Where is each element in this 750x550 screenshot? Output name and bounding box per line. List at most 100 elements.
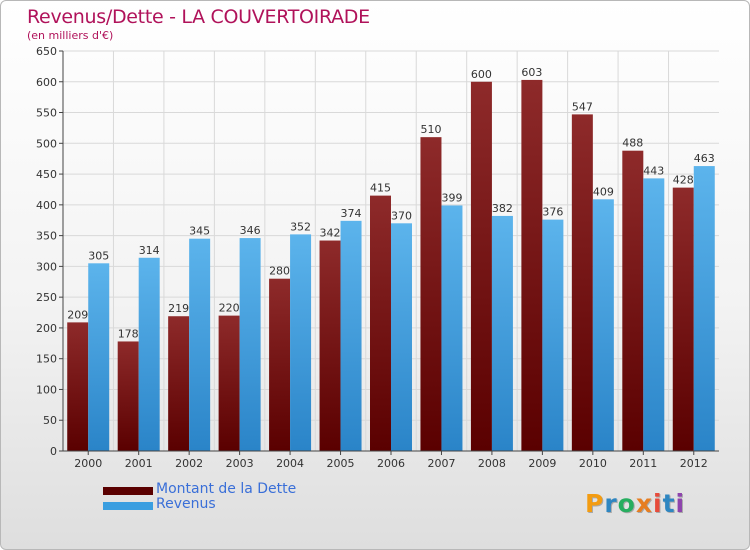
x-tick-label: 2008 bbox=[478, 457, 506, 470]
data-label-dette: 219 bbox=[168, 302, 189, 315]
y-tick-label: 500 bbox=[36, 137, 57, 150]
logo-letter: r bbox=[604, 489, 618, 518]
data-label-revenus: 346 bbox=[240, 224, 261, 237]
logo-letter: i bbox=[675, 489, 686, 518]
bar-revenus bbox=[542, 219, 564, 451]
logo-letter: t bbox=[662, 489, 676, 518]
bars bbox=[67, 79, 715, 452]
y-tick-label: 150 bbox=[36, 353, 57, 366]
y-tick-label: 350 bbox=[36, 230, 57, 243]
data-label-dette: 280 bbox=[269, 265, 290, 278]
bar-dette bbox=[269, 278, 291, 451]
x-tick-label: 2005 bbox=[327, 457, 355, 470]
y-tick-label: 300 bbox=[36, 260, 57, 273]
y-tick-label: 550 bbox=[36, 107, 57, 120]
y-tick-label: 650 bbox=[36, 45, 57, 58]
data-label-revenus: 374 bbox=[341, 207, 362, 220]
bar-dette bbox=[168, 316, 190, 451]
legend-swatch-revenus bbox=[103, 502, 153, 510]
axes bbox=[62, 51, 719, 452]
bar-dette bbox=[370, 195, 391, 451]
logo-letter: o bbox=[617, 489, 636, 518]
data-label-revenus: 370 bbox=[391, 209, 412, 222]
data-label-revenus: 443 bbox=[643, 164, 664, 177]
x-tick-label: 2006 bbox=[377, 457, 405, 470]
legend-label-dette: Montant de la Dette bbox=[156, 481, 297, 497]
x-tick-label: 2012 bbox=[680, 457, 708, 470]
bar-dette bbox=[470, 81, 492, 452]
data-label-revenus: 305 bbox=[88, 249, 109, 262]
data-label-dette: 600 bbox=[471, 68, 492, 81]
chart-subtitle: (en milliers d'€) bbox=[27, 29, 114, 42]
y-tick-label: 250 bbox=[36, 291, 57, 304]
bar-revenus bbox=[441, 205, 463, 451]
legend-swatch-dette bbox=[103, 487, 153, 495]
bar-dette bbox=[571, 114, 593, 451]
bar-revenus bbox=[592, 199, 614, 451]
y-tick-label: 0 bbox=[50, 445, 57, 458]
x-tick-label: 2004 bbox=[276, 457, 304, 470]
logo-letter: P bbox=[585, 489, 605, 518]
x-tick-label: 2010 bbox=[579, 457, 607, 470]
bar-dette bbox=[672, 187, 694, 451]
data-label-revenus: 376 bbox=[542, 206, 563, 219]
data-label-revenus: 345 bbox=[189, 225, 210, 238]
y-tick-label: 450 bbox=[36, 168, 57, 181]
bar-revenus bbox=[138, 257, 160, 451]
data-label-dette: 342 bbox=[320, 227, 341, 240]
bar-revenus bbox=[391, 223, 412, 451]
data-label-dette: 547 bbox=[572, 100, 593, 113]
y-tick-label: 50 bbox=[43, 414, 57, 427]
bar-dette bbox=[319, 240, 341, 451]
data-label-dette: 220 bbox=[219, 302, 240, 315]
x-axis-ticks: 2000 2001 2002 2003 2004 2005 2006 2007 2008 2009… bbox=[74, 451, 708, 470]
data-label-dette: 209 bbox=[67, 308, 88, 321]
bar-dette bbox=[420, 137, 442, 451]
data-label-revenus: 382 bbox=[492, 202, 513, 215]
data-label-revenus: 352 bbox=[290, 220, 311, 233]
bar-revenus bbox=[88, 263, 110, 451]
data-label-dette: 488 bbox=[622, 137, 643, 150]
logo-letter: x bbox=[635, 489, 653, 518]
data-label-dette: 178 bbox=[118, 327, 139, 340]
x-tick-label: 2007 bbox=[427, 457, 455, 470]
bar-dette bbox=[521, 79, 543, 451]
chart-title: Revenus/Dette - LA COUVERTOIRADE bbox=[27, 6, 370, 28]
y-tick-label: 600 bbox=[36, 76, 57, 89]
data-label-dette: 603 bbox=[521, 66, 542, 79]
x-tick-label: 2009 bbox=[528, 457, 556, 470]
x-tick-label: 2000 bbox=[74, 457, 102, 470]
bar-revenus bbox=[239, 238, 261, 451]
bar-revenus bbox=[491, 215, 513, 451]
x-tick-label: 2001 bbox=[125, 457, 153, 470]
y-tick-label: 100 bbox=[36, 383, 57, 396]
bar-dette bbox=[622, 150, 644, 451]
x-tick-label: 2011 bbox=[629, 457, 657, 470]
data-label-dette: 510 bbox=[420, 123, 441, 136]
x-tick-label: 2003 bbox=[226, 457, 254, 470]
y-tick-label: 400 bbox=[36, 199, 57, 212]
bar-dette bbox=[117, 341, 139, 451]
y-tick-label: 200 bbox=[36, 322, 57, 335]
data-label-dette: 428 bbox=[673, 174, 694, 187]
y-axis-ticks: 0 50 100 150 200 250 300 350 400 450 500 550 600 650 bbox=[36, 45, 63, 458]
bar-revenus bbox=[643, 178, 665, 451]
legend-label-revenus: Revenus bbox=[156, 496, 216, 512]
data-label-revenus: 463 bbox=[694, 152, 715, 165]
data-label-revenus: 314 bbox=[139, 244, 160, 257]
bar-dette bbox=[218, 315, 240, 451]
bar-revenus bbox=[340, 220, 362, 451]
proxiti-logo: Proxiti bbox=[585, 489, 685, 518]
x-tick-label: 2002 bbox=[175, 457, 203, 470]
data-label-revenus: 409 bbox=[593, 185, 614, 198]
bar-revenus bbox=[189, 238, 211, 451]
bar-revenus bbox=[693, 166, 715, 452]
data-label-revenus: 399 bbox=[441, 191, 462, 204]
data-label-dette: 415 bbox=[370, 182, 391, 195]
bar-revenus bbox=[290, 234, 312, 451]
bar-dette bbox=[67, 322, 89, 451]
logo-letter: i bbox=[653, 489, 663, 518]
